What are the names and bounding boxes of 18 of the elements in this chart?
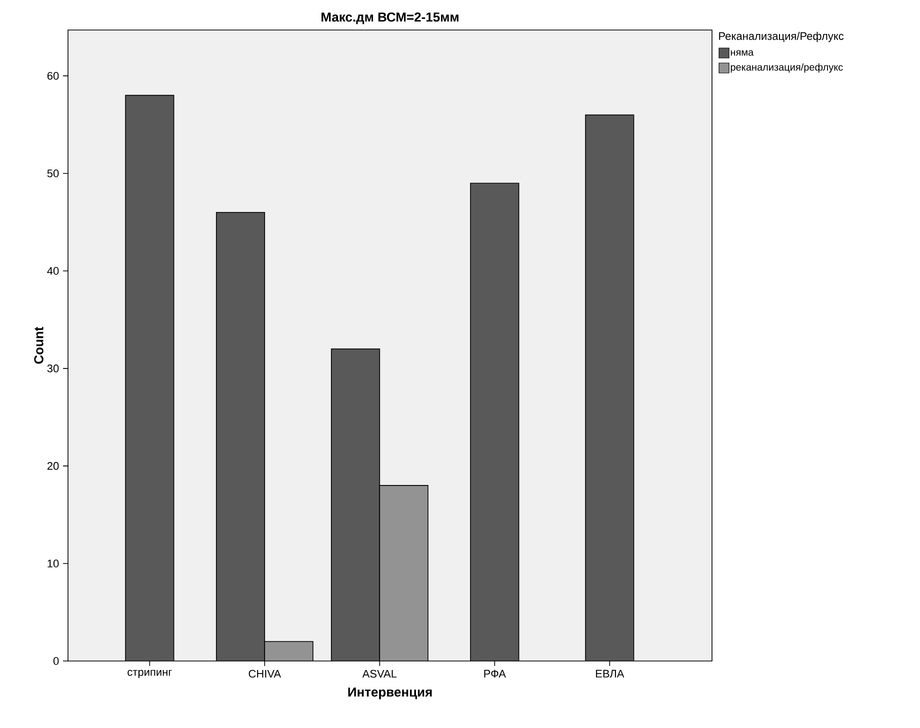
x-tick-label: стрипинг [128,670,172,678]
x-axis-title: Интервенция [348,688,432,700]
x-tick-label: CHIVA [248,670,282,678]
x-tick-label: ЕВЛА [596,670,624,678]
y-tick-label: 60 [47,72,59,80]
x-tick-label: ASVAL [362,670,397,678]
y-tick-label: 10 [48,560,59,568]
legend-title: Реканализация/Рефлукс [719,32,844,42]
y-tick-label: 20 [47,462,59,470]
y-axis-title: Count [34,326,44,364]
legend-label: реканализация/рефлукс [730,63,843,73]
y-tick-label: 0 [53,657,59,665]
y-tick-label: 30 [47,364,59,372]
chart-title: Макс.дм ВСМ=2-15мм [322,12,458,24]
legend-label: няма [730,50,754,56]
x-tick-label: РФА [484,670,506,678]
y-tick-label: 50 [47,169,59,178]
y-tick-label: 40 [47,267,59,275]
